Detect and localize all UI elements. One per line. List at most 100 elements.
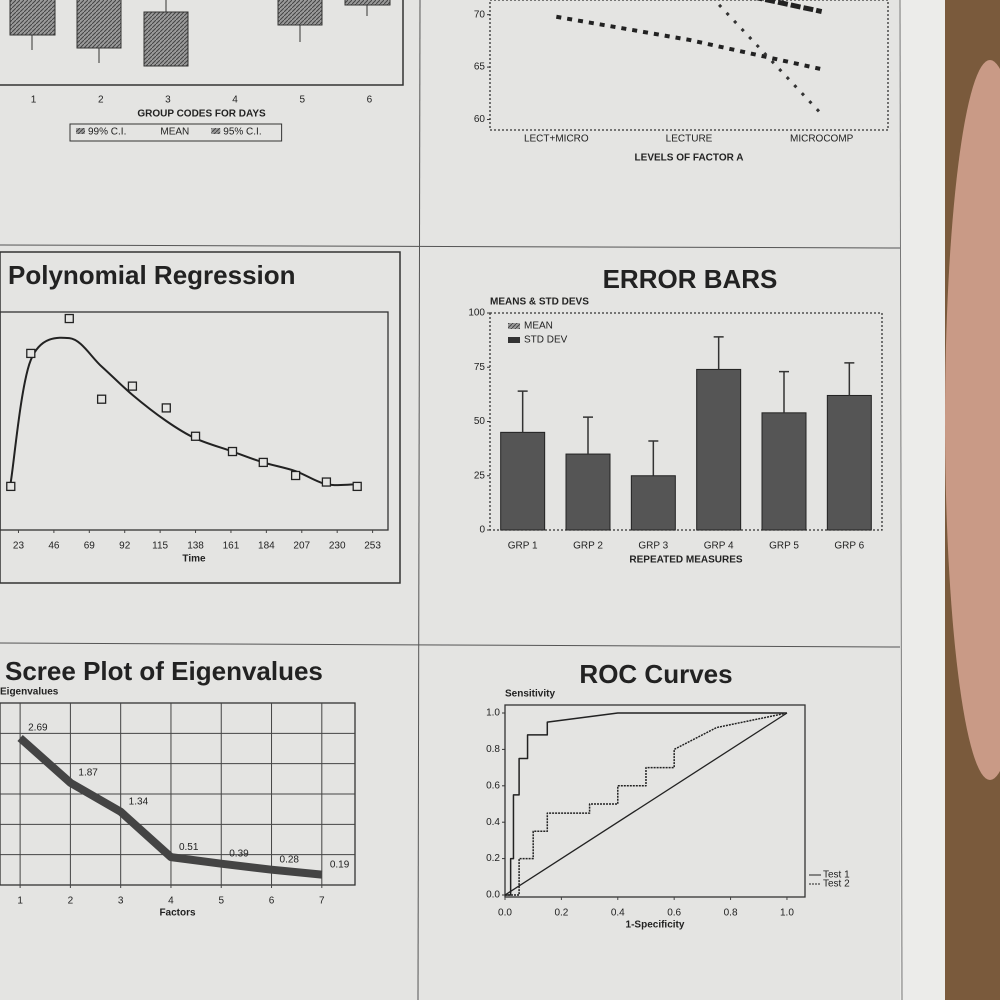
data-point xyxy=(127,381,138,391)
x-tick-label: 46 xyxy=(48,541,60,552)
x-tick-label: MICROCOMP xyxy=(790,134,854,145)
data-point xyxy=(290,470,301,481)
series-line xyxy=(505,712,787,896)
y-tick-label: 0.6 xyxy=(486,780,500,791)
error-bar xyxy=(648,440,659,476)
y-tick-label: 0.4 xyxy=(486,817,500,828)
legend-label: MEAN xyxy=(524,321,553,332)
x-tick-label: GRP 6 xyxy=(834,541,864,552)
legend-frame xyxy=(69,123,283,142)
x-tick-label: 6 xyxy=(269,896,275,907)
x-tick-label: 5 xyxy=(218,896,224,907)
x-axis-label: Time xyxy=(182,554,206,565)
x-tick-label: GRP 5 xyxy=(769,541,799,552)
x-tick-label: GRP 3 xyxy=(638,541,668,552)
y-tick-label: 0.2 xyxy=(486,853,500,864)
value-label: 1.87 xyxy=(78,767,98,778)
data-point xyxy=(227,446,238,457)
x-tick-label: 138 xyxy=(187,541,204,552)
y-tick-label: 0.8 xyxy=(486,744,500,755)
x-tick-label: 2 xyxy=(68,896,74,907)
paper-edge xyxy=(900,0,945,1000)
y-tick-label: 65 xyxy=(474,62,486,73)
legend-label: Test 1 xyxy=(823,870,850,881)
x-axis-label: Factors xyxy=(159,908,196,919)
panel-divider xyxy=(0,244,901,249)
x-tick-label: 7 xyxy=(319,896,325,907)
x-tick-label: GRP 2 xyxy=(573,541,603,552)
value-label: 0.28 xyxy=(280,854,300,865)
plot-frame xyxy=(0,311,389,531)
y-tick-label: 75 xyxy=(474,362,486,373)
x-tick-label: 3 xyxy=(165,95,171,106)
bar xyxy=(500,431,546,531)
bar xyxy=(696,368,742,531)
series-line xyxy=(555,14,823,72)
x-tick-label: 0.8 xyxy=(724,908,738,919)
value-label: 0.19 xyxy=(330,859,350,870)
x-tick-label: GRP 1 xyxy=(508,541,538,552)
chart-title: Polynomial Regression xyxy=(8,260,296,290)
panel-divider xyxy=(899,0,903,1000)
panel-frame xyxy=(0,251,401,584)
x-tick-label: 1 xyxy=(17,896,23,907)
legend-swatch xyxy=(76,128,85,134)
chart-title: ERROR BARS xyxy=(603,264,778,294)
x-axis-label: GROUP CODES FOR DAYS xyxy=(137,109,266,120)
legend-label: STD DEV xyxy=(524,335,568,346)
x-tick-label: 3 xyxy=(118,896,124,907)
bar xyxy=(826,394,872,531)
data-point xyxy=(161,403,171,413)
error-bar xyxy=(583,416,593,455)
error-bar xyxy=(517,390,528,433)
bar xyxy=(630,475,676,531)
value-label: 0.51 xyxy=(179,842,199,853)
bar xyxy=(565,453,611,531)
data-point xyxy=(26,348,36,359)
hand xyxy=(945,60,1000,780)
data-point xyxy=(352,481,362,492)
x-tick-label: 0.2 xyxy=(554,908,568,919)
x-axis-label: REPEATED MEASURES xyxy=(629,555,742,566)
x-tick-label: 1 xyxy=(31,95,37,106)
y-tick-label: 70 xyxy=(474,9,486,20)
legend-swatch xyxy=(508,323,520,329)
y-tick-label: 60 xyxy=(474,114,486,125)
x-tick-label: 92 xyxy=(119,541,131,552)
y-tick-label: 100 xyxy=(468,308,485,319)
x-tick-label: 230 xyxy=(329,541,346,552)
legend-swatch xyxy=(508,337,520,343)
plot-frame xyxy=(504,704,806,898)
error-bar xyxy=(779,370,789,413)
x-tick-label: 23 xyxy=(13,541,25,552)
chart-subtitle: MEANS & STD DEVS xyxy=(490,297,589,308)
panel-divider xyxy=(0,642,901,648)
legend-label: 99% C.I. xyxy=(88,127,126,138)
value-label: 2.69 xyxy=(28,723,48,734)
panel-divider xyxy=(417,0,421,1000)
x-tick-label: LECT+MICRO xyxy=(524,134,589,145)
data-point xyxy=(64,313,74,324)
reference-diagonal xyxy=(504,712,788,896)
value-label: 0.39 xyxy=(229,848,249,859)
x-tick-label: 161 xyxy=(223,541,240,552)
data-point xyxy=(258,457,268,468)
x-tick-label: 0.0 xyxy=(498,908,512,919)
x-tick-label: 4 xyxy=(168,896,174,907)
x-axis-label: 1-Specificity xyxy=(626,920,685,931)
series-line xyxy=(755,0,823,14)
x-tick-label: 4 xyxy=(232,95,238,106)
x-tick-label: 5 xyxy=(299,95,305,106)
x-axis-label: LEVELS OF FACTOR A xyxy=(635,153,744,164)
y-tick-label: 25 xyxy=(474,470,486,481)
y-tick-label: 0 xyxy=(479,525,485,536)
error-bar xyxy=(713,336,724,370)
legend-label: 95% C.I. xyxy=(223,127,261,138)
chart-title: ROC Curves xyxy=(579,659,732,689)
data-point xyxy=(321,477,332,487)
x-tick-label: 0.4 xyxy=(611,908,625,919)
x-tick-label: 184 xyxy=(258,541,275,552)
y-axis-label: Sensitivity xyxy=(505,689,555,700)
